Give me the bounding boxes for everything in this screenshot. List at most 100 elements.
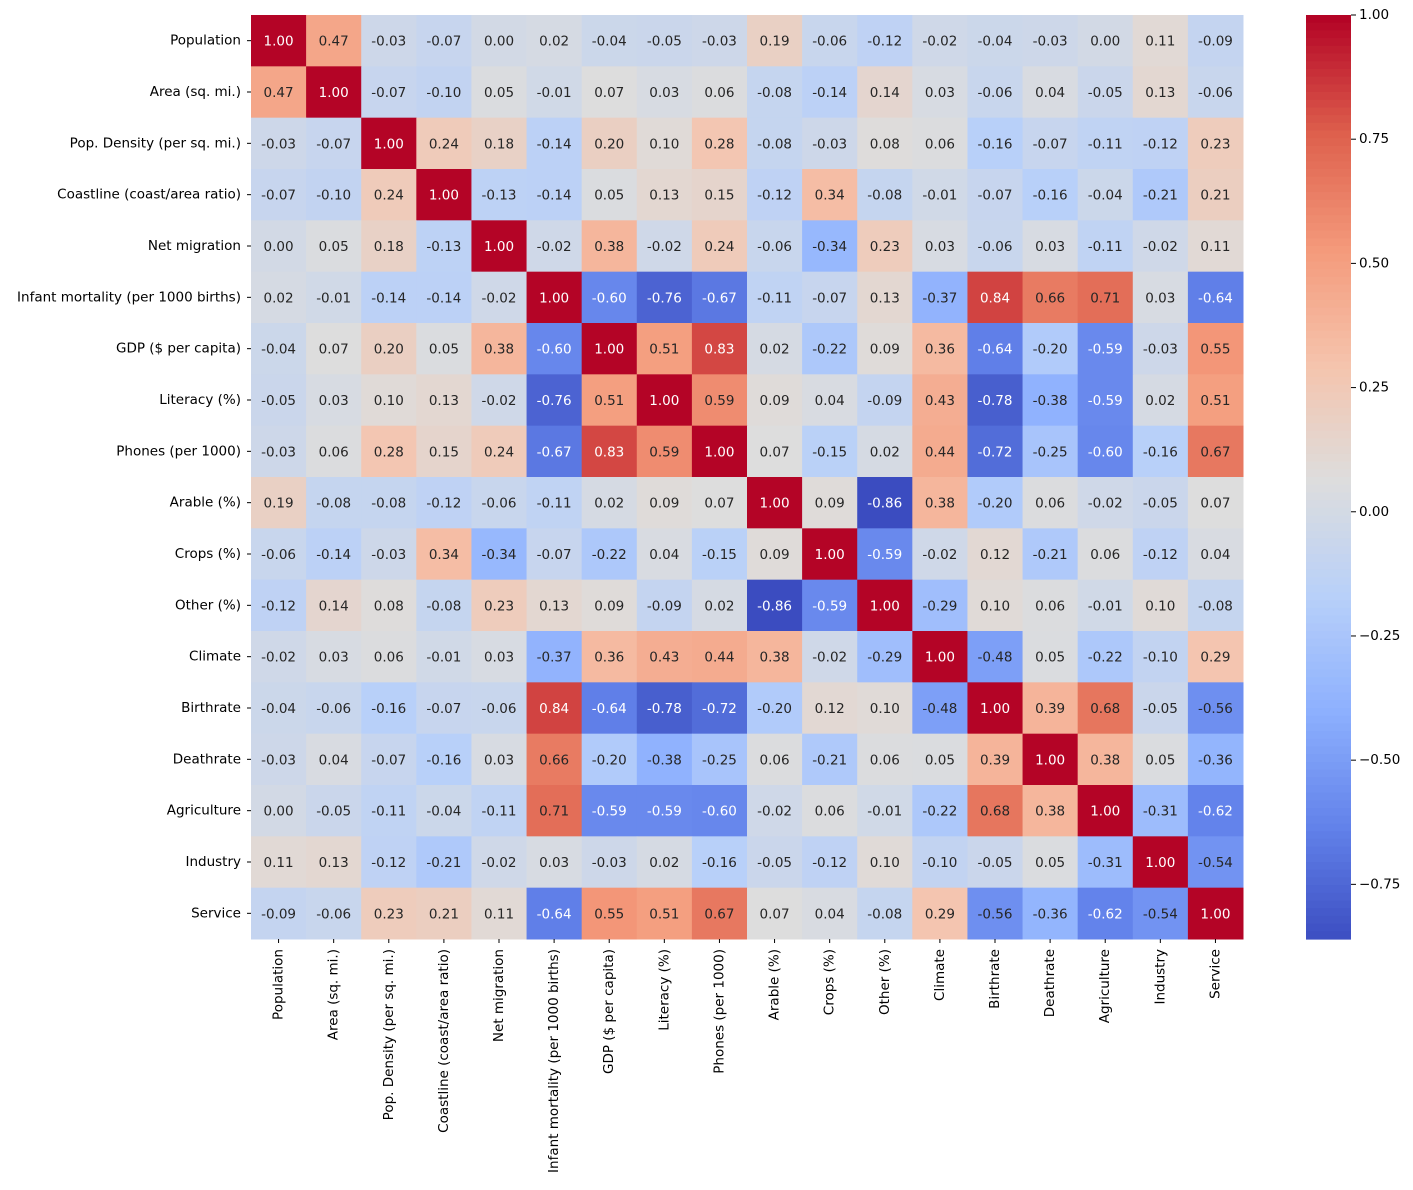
cell-value-label: -0.54: [1198, 855, 1233, 871]
colorbar-segment: [1306, 438, 1351, 447]
cell-value-label: -0.64: [1198, 290, 1233, 306]
heatmap-cell: [471, 117, 528, 170]
colorbar: 1.00 0.75 0.50 0.25 0.00 −0.25 −0.50 −0.75: [1306, 7, 1400, 940]
heatmap-cell: [416, 785, 472, 837]
colorbar-segment: [1306, 723, 1351, 732]
heatmap-cell: [967, 271, 1024, 324]
heatmap-cell: [636, 66, 693, 119]
colorbar-segment: [1306, 130, 1351, 139]
cell-value-label: 0.03: [319, 650, 349, 666]
heatmap-cell: [251, 887, 307, 940]
heatmap-cell: [526, 836, 583, 889]
heatmap-cell: [361, 733, 417, 786]
cell-value-label: 0.18: [484, 136, 514, 152]
heatmap-cell: [526, 631, 583, 683]
colorbar-segment: [1306, 15, 1351, 24]
cell-value-label: -0.60: [537, 342, 572, 358]
cell-value-label: -0.20: [592, 752, 627, 768]
cell-value-label: -0.05: [647, 34, 682, 50]
heatmap-cell: [306, 887, 362, 940]
heatmap-cell: [1187, 374, 1244, 427]
y-tick-label: Deathrate: [173, 751, 241, 767]
heatmap-cell: [581, 323, 638, 375]
heatmap-cell: [1132, 836, 1189, 889]
colorbar-segment: [1306, 530, 1351, 540]
cell-value-label: -0.12: [371, 855, 406, 871]
cell-value-label: -0.01: [867, 804, 902, 820]
colorbar-segment: [1306, 138, 1351, 147]
cell-value-label: -0.07: [371, 752, 406, 768]
cell-value-label: 0.67: [1200, 444, 1230, 460]
cell-value-label: 0.51: [649, 906, 679, 922]
cell-value-label: -0.05: [261, 393, 296, 409]
x-tick-label: Infant mortality (per 1000 births): [546, 949, 562, 1173]
cell-value-label: 0.71: [539, 804, 569, 820]
cell-value-label: -0.16: [1143, 444, 1178, 460]
cell-value-label: 0.00: [484, 34, 514, 50]
heatmap-cell: [967, 323, 1024, 375]
colorbar-segment: [1306, 176, 1351, 185]
cell-value-label: -0.14: [812, 85, 847, 101]
x-tick-label: Service: [1207, 949, 1223, 999]
heatmap-cell: [1132, 220, 1189, 273]
heatmap-cell: [636, 477, 693, 529]
colorbar-segment: [1306, 715, 1351, 724]
cell-value-label: -0.56: [1198, 701, 1233, 717]
heatmap-cell: [1022, 785, 1079, 837]
heatmap-cell: [581, 169, 638, 221]
heatmap-cell: [471, 323, 528, 375]
heatmap-cell: [636, 117, 693, 170]
heatmap-cell: [1132, 528, 1189, 581]
heatmap-cell: [471, 169, 528, 221]
colorbar-segment: [1306, 453, 1351, 463]
heatmap-cell: [1077, 374, 1134, 427]
heatmap-cell: [912, 271, 968, 324]
cell-value-label: -0.67: [537, 444, 572, 460]
cell-value-label: 1.00: [1035, 752, 1065, 768]
colorbar-segment: [1306, 446, 1351, 455]
heatmap-cell: [691, 323, 748, 375]
cell-value-label: -0.02: [482, 393, 517, 409]
heatmap-cell: [306, 220, 362, 273]
cell-value-label: 0.10: [374, 393, 404, 409]
heatmap-cell: [416, 374, 472, 427]
cell-value-label: -0.05: [1143, 701, 1178, 717]
heatmap-cell: [967, 15, 1024, 67]
cell-value-label: 0.15: [429, 444, 459, 460]
colorbar-segment: [1306, 669, 1351, 678]
cell-value-label: -0.05: [316, 804, 351, 820]
colorbar-segment: [1306, 61, 1351, 70]
heatmap-cell: [747, 733, 803, 786]
cell-value-label: -0.13: [482, 188, 517, 204]
heatmap-cell: [967, 785, 1024, 837]
heatmap-cell: [802, 169, 858, 221]
colorbar-segment: [1306, 607, 1351, 617]
x-tick-label: Literacy (%): [656, 949, 672, 1031]
colorbar-segment: [1306, 661, 1351, 671]
cell-value-label: 0.05: [484, 85, 514, 101]
colorbar-segment: [1306, 492, 1351, 501]
cell-value-label: -0.59: [867, 547, 902, 563]
cell-value-label: -0.06: [757, 239, 792, 255]
cell-value-label: -0.09: [647, 598, 682, 614]
heatmap-cell: [1022, 477, 1079, 529]
y-tick-label: Population: [170, 33, 241, 49]
cell-value-label: 0.51: [1200, 393, 1230, 409]
heatmap-cell: [802, 220, 858, 273]
colorbar-segment: [1306, 831, 1351, 840]
heatmap-cell: [1022, 579, 1079, 632]
heatmap-cell: [912, 785, 968, 837]
y-axis-tick-labels: Population Area (sq. mi.) Pop. Density (pe…: [17, 33, 251, 921]
y-tick-label: Phones (per 1000): [116, 443, 241, 459]
cell-value-label: 0.09: [594, 598, 624, 614]
heatmap-cell: [747, 15, 803, 67]
heatmap-cell: [691, 425, 748, 478]
heatmap-cell: [1022, 682, 1079, 735]
heatmap-cell: [967, 374, 1024, 427]
cell-value-label: -0.34: [812, 239, 847, 255]
heatmap-cell: [251, 477, 307, 529]
cell-value-label: -0.22: [1088, 650, 1123, 666]
cell-value-label: -0.12: [867, 34, 902, 50]
cell-value-label: 1.00: [704, 444, 734, 460]
heatmap-cell: [471, 271, 528, 324]
